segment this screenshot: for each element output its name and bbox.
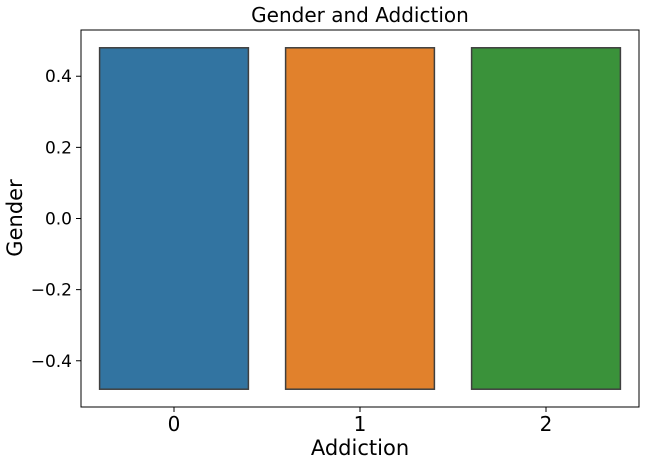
x-axis-label: Addiction [311, 436, 409, 460]
chart-title: Gender and Addiction [251, 3, 469, 27]
y-tick-label: 0.0 [45, 210, 72, 230]
bars-group [98, 47, 622, 390]
plot-frame [80, 29, 640, 408]
x-tick-label: 1 [354, 412, 367, 436]
y-axis-label: Gender [3, 179, 27, 257]
y-tick-label: −0.2 [31, 281, 72, 301]
bar-category-2 [470, 47, 622, 390]
y-axis-ticks: 0.4 0.2 0.0 −0.2 −0.4 [31, 67, 81, 372]
y-tick-label: 0.4 [45, 67, 72, 87]
x-tick-label: 0 [168, 412, 181, 436]
y-tick-label: −0.4 [31, 352, 72, 372]
y-tick-label: 0.2 [45, 138, 72, 158]
x-tick-label: 2 [540, 412, 553, 436]
x-axis-ticks: 0 1 2 [168, 407, 553, 436]
bar-category-0 [98, 47, 250, 390]
bar-category-1 [284, 47, 436, 390]
